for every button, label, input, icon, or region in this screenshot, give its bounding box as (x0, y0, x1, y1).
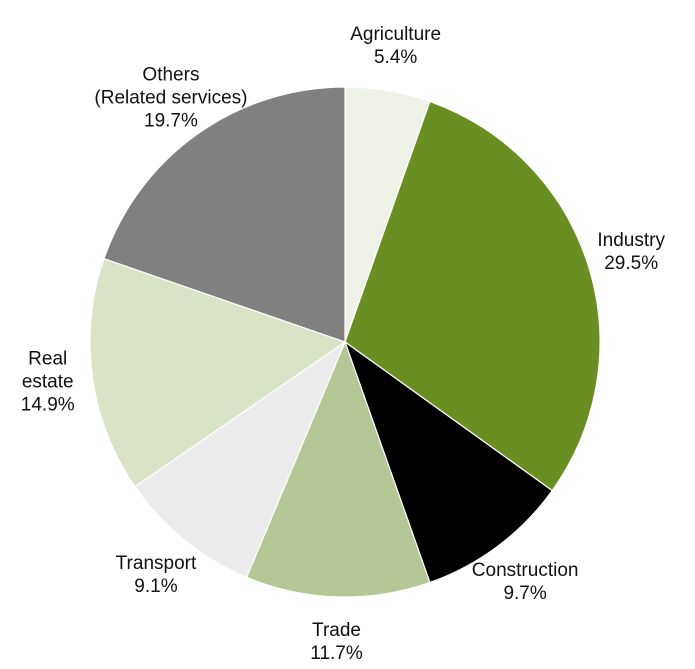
value-label: 5.4% (373, 47, 418, 69)
slice-label: Trade 11.7% (310, 619, 362, 665)
slice-label: Industry 29.5% (597, 229, 665, 275)
category-label: Real estate (21, 348, 74, 393)
value-label: 14.9% (20, 394, 75, 416)
value-label: 9.1% (134, 575, 178, 597)
category-label: Construction (471, 559, 579, 581)
slice-label: Others (Related services) 19.7% (94, 63, 247, 132)
slice-label: Agriculture 5.4% (350, 23, 441, 69)
pie-slice (103, 86, 346, 343)
pie-slice (89, 257, 347, 488)
slice-label: Construction 9.7% (472, 559, 579, 605)
pie-slice (245, 340, 431, 598)
value-label: 11.7% (310, 642, 363, 664)
value-label: 29.5% (604, 252, 659, 274)
category-label: Agriculture (350, 24, 442, 46)
pie-slice (344, 100, 601, 492)
slice-label: Real estate 14.9% (21, 348, 75, 417)
category-label: Industry (597, 229, 665, 251)
category-label: Others (Related services) (94, 64, 248, 109)
category-label: Trade (312, 619, 361, 641)
category-label: Transport (115, 552, 197, 574)
pie-slice (134, 340, 347, 579)
value-label: 9.7% (503, 582, 547, 604)
pie-slice (343, 340, 554, 584)
slice-label: Transport 9.1% (116, 552, 197, 598)
value-label: 19.7% (144, 110, 198, 132)
